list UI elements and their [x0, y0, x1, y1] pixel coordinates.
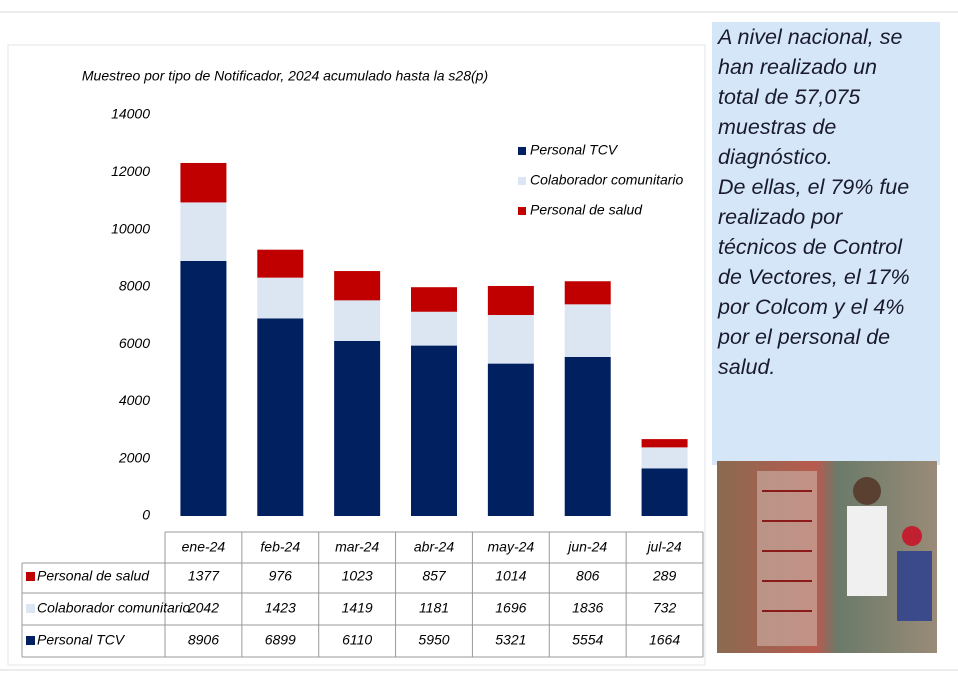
table-value: 6899 [265, 632, 296, 648]
panel-line: total de 57,075 [712, 82, 940, 112]
bar-segment [180, 202, 226, 260]
table-value: 6110 [342, 632, 372, 648]
panel-line: salud. [712, 352, 940, 382]
table-value: 1664 [649, 632, 680, 648]
bar-segment [334, 300, 380, 341]
table-row-label: Colaborador comunitario [37, 600, 191, 616]
table-value: 289 [652, 568, 677, 584]
x-tick-label: mar-24 [335, 539, 379, 555]
y-tick-label: 6000 [119, 335, 150, 351]
table-value: 5554 [572, 632, 603, 648]
table-value: 2042 [187, 600, 219, 616]
legend-label: Personal de salud [530, 202, 643, 218]
y-tick-label: 8000 [119, 278, 150, 294]
table-value: 806 [576, 568, 600, 584]
bar-segment [642, 468, 688, 516]
table-value: 5321 [495, 632, 526, 648]
page: Muestreo por tipo de Notificador, 2024 a… [0, 0, 958, 679]
bar-segment [411, 346, 457, 516]
bar-segment [257, 278, 303, 319]
table-value: 1423 [265, 600, 296, 616]
bar-segment [565, 281, 611, 304]
table-key [26, 604, 35, 613]
x-tick-label: may-24 [488, 539, 535, 555]
table-row-label: Personal TCV [37, 632, 126, 648]
table-value: 8906 [188, 632, 219, 648]
table-value: 1419 [342, 600, 373, 616]
table-value: 1014 [495, 568, 526, 584]
y-tick-label: 14000 [111, 106, 150, 122]
panel-line: por el personal de [712, 322, 940, 352]
bar-segment [411, 287, 457, 312]
legend-label: Personal TCV [530, 142, 619, 158]
table-value: 1181 [419, 600, 449, 616]
y-tick-label: 2000 [118, 449, 150, 465]
y-tick-label: 10000 [111, 220, 150, 236]
table-value: 732 [653, 600, 677, 616]
panel-line: han realizado un [712, 52, 940, 82]
bar-segment [334, 341, 380, 516]
bar-segment [488, 286, 534, 315]
bar-segment [257, 318, 303, 516]
x-tick-label: jul-24 [645, 539, 681, 555]
panel-line: muestras de [712, 112, 940, 142]
panel-line: De ellas, el 79% fue [712, 172, 940, 202]
table-value: 857 [422, 568, 447, 584]
bar-segment [334, 271, 380, 300]
y-tick-label: 0 [142, 507, 150, 523]
bar-segment [642, 447, 688, 468]
panel-line: de Vectores, el 17% [712, 262, 940, 292]
panel-line: realizado por [712, 202, 940, 232]
bar-segment [257, 250, 303, 278]
table-value: 1377 [188, 568, 220, 584]
bar-segment [488, 315, 534, 364]
panel-line: diagnóstico. [712, 142, 940, 172]
legend-swatch [518, 147, 526, 155]
table-key [26, 572, 35, 581]
x-tick-label: jun-24 [566, 539, 607, 555]
bar-segment [180, 163, 226, 202]
y-tick-label: 12000 [111, 163, 150, 179]
table-value: 1836 [572, 600, 603, 616]
table-value: 1696 [495, 600, 526, 616]
panel-line: por Colcom y el 4% [712, 292, 940, 322]
panel-line: A nivel nacional, se [712, 22, 940, 52]
bar-segment [488, 364, 534, 516]
photo [717, 461, 937, 653]
bar-segment [180, 261, 226, 516]
legend-swatch [518, 177, 526, 185]
table-key [26, 636, 35, 645]
legend-label: Colaborador comunitario [530, 172, 684, 188]
bar-segment [642, 439, 688, 447]
table-value: 1023 [342, 568, 373, 584]
panel-line: técnicos de Control [712, 232, 940, 262]
chart-title: Muestreo por tipo de Notificador, 2024 a… [82, 68, 488, 84]
y-tick-label: 4000 [119, 392, 150, 408]
bar-segment [565, 357, 611, 516]
bar-segment [411, 312, 457, 346]
bar-segment [565, 304, 611, 357]
legend-swatch [518, 207, 526, 215]
table-value: 5950 [418, 632, 449, 648]
x-tick-label: ene-24 [182, 539, 226, 555]
x-tick-label: abr-24 [414, 539, 454, 555]
x-tick-label: feb-24 [260, 539, 300, 555]
table-row-label: Personal de salud [37, 568, 150, 584]
table-value: 976 [269, 568, 293, 584]
